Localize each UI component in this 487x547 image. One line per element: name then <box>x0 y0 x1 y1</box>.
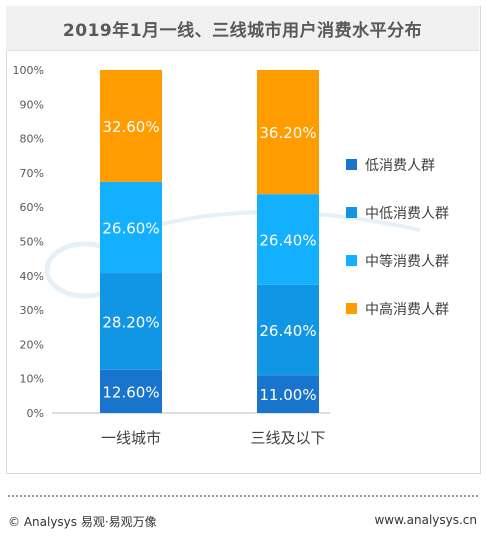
legend-swatch <box>346 255 357 266</box>
y-tick-label: 70% <box>20 167 44 180</box>
bar-segment <box>100 181 162 274</box>
legend-label: 中低消费人群 <box>365 206 449 222</box>
y-tick-label: 60% <box>20 201 44 214</box>
data-label: 36.20% <box>259 124 316 142</box>
legend-label: 中等消费人群 <box>365 253 449 270</box>
footer-copyright: © Analysys 易观·易观万像 <box>8 515 157 529</box>
footer-divider <box>8 495 478 497</box>
x-tick-label: 一线城市 <box>101 429 161 447</box>
y-tick-label: 100% <box>13 64 44 77</box>
data-label: 26.60% <box>102 219 159 237</box>
y-tick-label: 40% <box>20 270 44 283</box>
bar-segment <box>100 70 162 182</box>
data-label: 26.40% <box>259 231 316 249</box>
title-bar: 2019年1月一线、三线城市用户消费水平分布 <box>6 6 479 51</box>
data-label: 26.40% <box>259 322 316 340</box>
bar-segment <box>257 284 319 376</box>
y-tick-label: 50% <box>20 236 44 249</box>
data-label: 32.60% <box>102 118 159 136</box>
legend-swatch <box>346 159 357 170</box>
bar-segment <box>100 369 162 413</box>
chart-frame <box>6 6 481 474</box>
y-tick-label: 20% <box>20 338 44 351</box>
footer-website: www.analysys.cn <box>374 513 477 527</box>
data-label: 28.20% <box>102 313 159 331</box>
legend-label: 中高消费人群 <box>365 301 449 318</box>
y-tick-label: 0% <box>27 407 44 420</box>
bar-segment <box>257 194 319 285</box>
bar-segment <box>257 70 319 195</box>
legend-label: 低消费人群 <box>365 158 435 174</box>
legend-swatch <box>346 303 357 314</box>
bar-segment <box>100 273 162 370</box>
chart-area: 0% 10% 20% 30% 40% 50% 60% 70% 80% 90% 100% 12.60% 2… <box>13 64 449 447</box>
data-label: 12.60% <box>102 383 159 401</box>
chart-title: 2019年1月一线、三线城市用户消费水平分布 <box>62 20 423 41</box>
legend-swatch <box>346 207 357 218</box>
y-tick-label: 30% <box>20 304 44 317</box>
data-label: 11.00% <box>259 386 316 404</box>
bar-segment <box>257 375 319 413</box>
x-tick-label: 三线及以下 <box>250 429 325 447</box>
y-tick-label: 10% <box>20 373 44 386</box>
y-tick-label: 80% <box>20 133 44 146</box>
y-tick-label: 90% <box>20 98 44 111</box>
